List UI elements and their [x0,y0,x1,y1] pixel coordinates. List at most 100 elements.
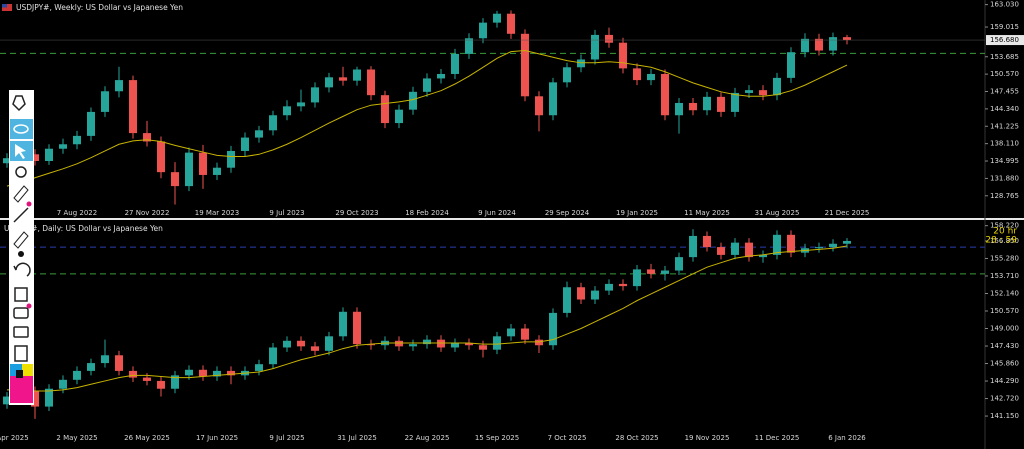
candle-body [633,68,641,81]
candle-body [577,287,585,300]
candle-body [549,312,557,346]
candle-body [507,328,515,337]
candle-body [493,13,501,23]
candle-body [549,82,557,116]
x-tick-label: 22 Aug 2025 [405,434,450,442]
candle-body [353,311,361,345]
symbol-flag-part [2,4,7,8]
candle-body [479,22,487,39]
candle-body [773,77,781,96]
candle-body [129,370,137,378]
delete-tool[interactable] [14,287,28,302]
candle-body [787,234,795,253]
candle-body [717,247,725,255]
candle-body [451,343,459,348]
candle-body [409,344,417,347]
candle-body [563,67,571,83]
candle-body [283,106,291,116]
x-tick-label: 26 May 2025 [124,434,170,442]
candle-body [45,148,53,161]
y-tick-label: 149.000 [990,325,1019,333]
candle-body [605,34,613,43]
line-tool[interactable] [13,207,29,223]
drawing-toolbar [9,90,34,405]
screenshot-tool[interactable] [13,326,29,338]
x-tick-label: 6 Jan 2026 [828,434,866,442]
y-tick-label: 131.880 [990,174,1019,182]
candle-body [647,269,655,274]
y-tick-label: 152.140 [990,289,1019,297]
candle-body [213,167,221,175]
candle-body [381,95,389,124]
chart-title: USDJPY#, Daily: US Dollar vs Japanese Ye… [4,224,163,233]
indicator-dot [26,303,32,309]
crosshair-tool[interactable] [15,166,27,178]
candle-body [87,111,95,136]
template-tool[interactable] [13,307,29,319]
candle-body [745,90,753,93]
candle-body [227,150,235,168]
undo-tool[interactable] [13,262,31,277]
candle-body [703,235,711,248]
dot-tool[interactable] [18,251,24,257]
candle-body [661,73,669,116]
x-tick-label: 19 Jan 2025 [616,209,658,217]
y-tick-label: 141.225 [990,122,1019,130]
x-tick-label: 9 Jul 2025 [269,434,304,442]
x-tick-label: 10 Apr 2025 [0,434,29,442]
clipboard-tool[interactable] [14,345,28,362]
candle-body [465,343,473,346]
candle-body [199,152,207,175]
candle-body [759,90,767,96]
candle-body [437,339,445,348]
color-swatch[interactable] [16,370,23,378]
eye-tool[interactable] [10,119,33,139]
x-tick-label: 19 Nov 2025 [685,434,730,442]
candle-body [647,73,655,81]
candle-body [157,141,165,173]
y-tick-label: 153.685 [990,53,1019,61]
moving-average [7,245,848,392]
candle-body [31,390,39,407]
candle-body [577,59,585,68]
candle-body [101,91,109,112]
x-tick-label: 21 Dec 2025 [825,209,870,217]
x-tick-label: 31 Aug 2025 [755,209,800,217]
x-tick-label: 11 May 2025 [684,209,730,217]
candle-body [409,91,417,110]
candle-body [241,137,249,151]
candle-body [73,135,81,145]
pen-icon[interactable] [12,95,26,112]
candle-body [283,340,291,348]
candle-body [395,109,403,124]
candle-body [675,102,683,116]
candle-body [3,158,11,164]
candle-body [185,369,193,376]
eraser-tool[interactable] [13,185,29,203]
candle-body [101,355,109,364]
candle-body [269,115,277,131]
cursor-icon [15,144,26,159]
candle-body [339,311,347,337]
last-price-box [986,35,1024,46]
candle-body [423,78,431,92]
candle-body [325,77,333,88]
candle-body [731,242,739,255]
candle-body [73,370,81,380]
ruler-tool[interactable] [13,231,29,249]
color-swatch[interactable] [22,364,33,376]
candle-body [213,370,221,377]
candle-body [143,377,151,381]
color-swatch[interactable] [10,376,33,403]
candle-body [731,92,739,112]
x-tick-label: 9 Jul 2023 [269,209,304,217]
candle-body [493,336,501,350]
candle-body [59,144,67,149]
candle-body [227,370,235,376]
candle-body [815,38,823,51]
y-tick-label: 144.290 [990,377,1019,385]
candle-body [745,242,753,258]
candle-body [143,133,151,142]
